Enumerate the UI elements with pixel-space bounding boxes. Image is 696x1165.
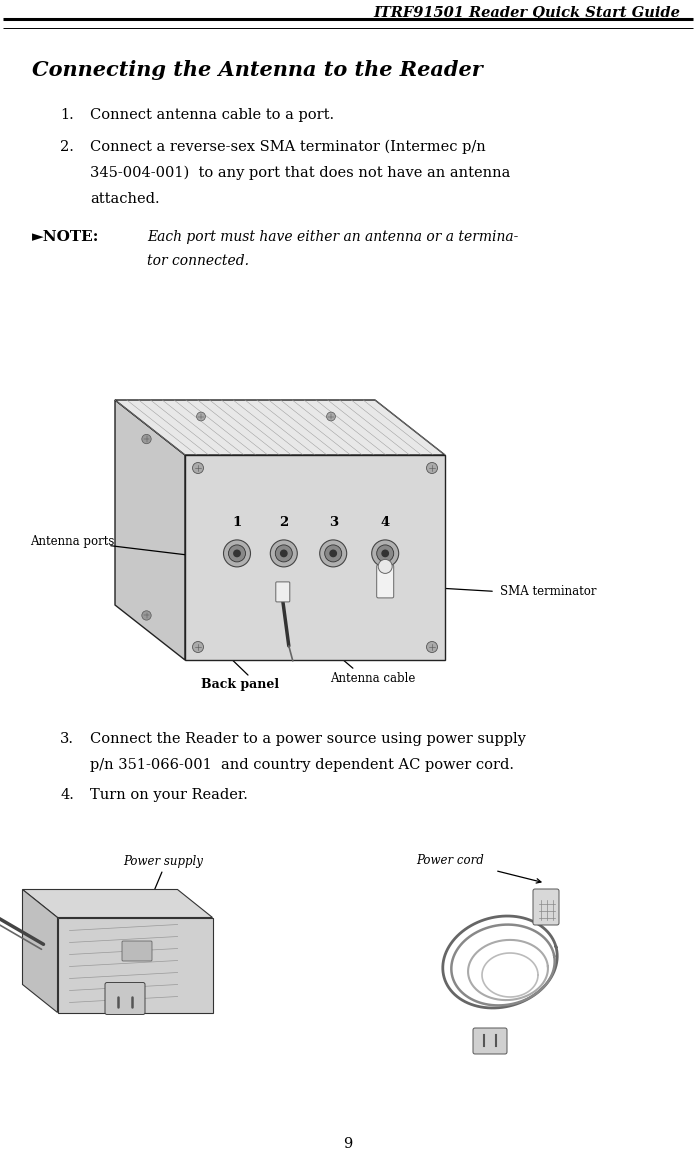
Circle shape: [427, 642, 438, 652]
Text: 1.: 1.: [60, 108, 74, 122]
Text: 1: 1: [232, 516, 242, 529]
Text: Back panel: Back panel: [201, 678, 279, 691]
Polygon shape: [115, 400, 185, 661]
Polygon shape: [115, 400, 445, 456]
Circle shape: [196, 412, 205, 421]
Text: 3: 3: [329, 516, 338, 529]
Text: p/n 351-066-001  and country dependent AC power cord.: p/n 351-066-001 and country dependent AC…: [90, 758, 514, 772]
Circle shape: [276, 545, 292, 562]
Text: 2: 2: [279, 516, 288, 529]
Text: ►NOTE:: ►NOTE:: [32, 230, 100, 243]
Text: Antenna ports: Antenna ports: [30, 535, 114, 548]
Text: Each port must have either an antenna or a termina-: Each port must have either an antenna or…: [147, 230, 519, 243]
Text: 345-004-001)  to any port that does not have an antenna: 345-004-001) to any port that does not h…: [90, 165, 510, 181]
Text: Connecting the Antenna to the Reader: Connecting the Antenna to the Reader: [32, 61, 483, 80]
Circle shape: [382, 550, 388, 557]
Text: 3.: 3.: [60, 732, 74, 746]
Circle shape: [427, 463, 438, 473]
Polygon shape: [22, 890, 212, 918]
Circle shape: [372, 539, 399, 567]
Circle shape: [228, 545, 246, 562]
Text: 9: 9: [343, 1137, 353, 1151]
Text: Antenna cable: Antenna cable: [330, 672, 416, 685]
Circle shape: [280, 550, 287, 557]
Circle shape: [142, 435, 151, 444]
Circle shape: [193, 463, 203, 473]
Text: Power cord: Power cord: [416, 854, 484, 868]
Text: 2.: 2.: [60, 140, 74, 154]
Text: 4: 4: [381, 516, 390, 529]
Text: Connect a reverse-sex SMA terminator (Intermec p/n: Connect a reverse-sex SMA terminator (In…: [90, 140, 486, 155]
Circle shape: [330, 550, 336, 557]
Text: Turn on your Reader.: Turn on your Reader.: [90, 788, 248, 802]
Circle shape: [325, 545, 342, 562]
Text: Power supply: Power supply: [123, 854, 203, 868]
Circle shape: [319, 539, 347, 567]
Text: tor connected.: tor connected.: [147, 254, 249, 268]
Circle shape: [223, 539, 251, 567]
Circle shape: [270, 539, 297, 567]
FancyBboxPatch shape: [105, 982, 145, 1015]
Text: Connect antenna cable to a port.: Connect antenna cable to a port.: [90, 108, 334, 122]
Text: ITRF91501 Reader Quick Start Guide: ITRF91501 Reader Quick Start Guide: [373, 6, 680, 20]
FancyBboxPatch shape: [533, 889, 559, 925]
Circle shape: [142, 610, 151, 620]
Polygon shape: [58, 918, 212, 1012]
Text: 4.: 4.: [60, 788, 74, 802]
FancyBboxPatch shape: [276, 581, 290, 602]
Circle shape: [234, 550, 240, 557]
Circle shape: [377, 545, 394, 562]
Text: attached.: attached.: [90, 192, 159, 206]
Text: SMA terminator: SMA terminator: [500, 585, 596, 598]
Polygon shape: [185, 456, 445, 661]
Polygon shape: [22, 890, 58, 1012]
Circle shape: [193, 642, 203, 652]
Circle shape: [326, 412, 335, 421]
Circle shape: [378, 559, 393, 573]
FancyBboxPatch shape: [122, 941, 152, 961]
FancyBboxPatch shape: [473, 1028, 507, 1054]
FancyBboxPatch shape: [377, 565, 394, 598]
Text: Connect the Reader to a power source using power supply: Connect the Reader to a power source usi…: [90, 732, 526, 746]
